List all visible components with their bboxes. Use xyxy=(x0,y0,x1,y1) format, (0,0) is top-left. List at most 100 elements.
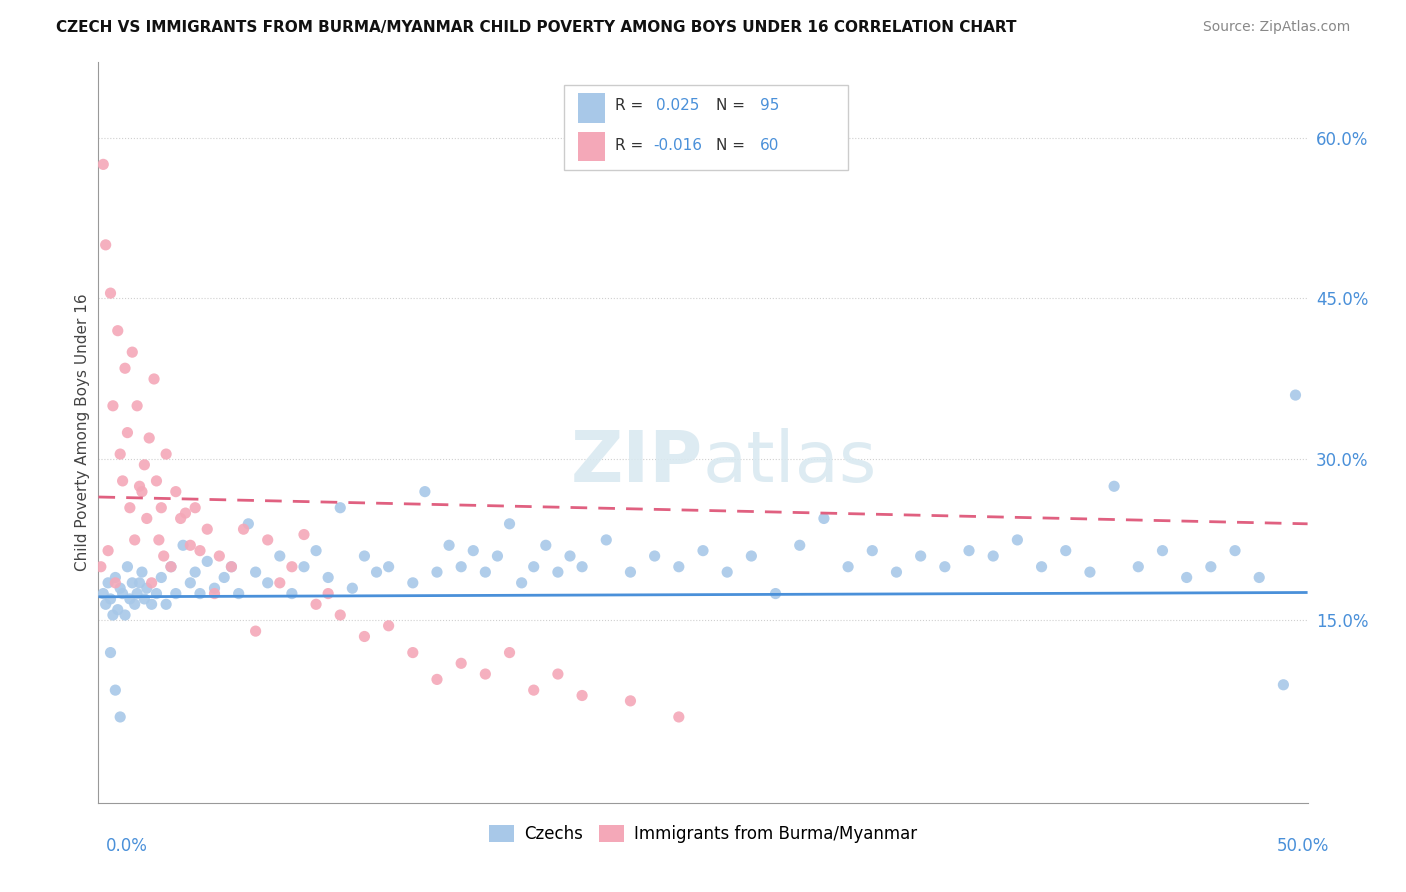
Point xyxy=(644,549,666,563)
Point xyxy=(150,570,173,584)
Point xyxy=(114,361,136,376)
Text: atlas: atlas xyxy=(703,428,877,497)
Point xyxy=(377,619,399,633)
Point xyxy=(256,533,278,547)
Point xyxy=(426,565,449,579)
Point xyxy=(104,575,127,590)
Point xyxy=(145,474,167,488)
Point xyxy=(1152,543,1174,558)
Point xyxy=(172,538,194,552)
Point xyxy=(107,602,129,616)
Point xyxy=(1102,479,1125,493)
Text: 0.025: 0.025 xyxy=(655,98,699,113)
Point xyxy=(316,586,339,600)
Point xyxy=(1054,543,1077,558)
Point xyxy=(165,484,187,499)
Point xyxy=(179,538,201,552)
Text: 60: 60 xyxy=(759,138,779,153)
Point xyxy=(668,710,690,724)
Text: R =: R = xyxy=(614,98,648,113)
Point xyxy=(789,538,811,552)
Point xyxy=(155,597,177,611)
Point xyxy=(316,570,339,584)
Point xyxy=(329,500,352,515)
Point xyxy=(232,522,254,536)
Point xyxy=(342,581,364,595)
Point xyxy=(221,559,243,574)
Point xyxy=(101,607,124,622)
Point xyxy=(145,586,167,600)
Text: R =: R = xyxy=(614,138,648,153)
Point xyxy=(97,543,120,558)
Point xyxy=(486,549,509,563)
Point xyxy=(91,586,114,600)
Point xyxy=(117,425,139,440)
Point xyxy=(212,570,235,584)
Point xyxy=(1284,388,1306,402)
Point xyxy=(179,575,201,590)
Point xyxy=(91,157,114,171)
Point xyxy=(135,581,157,595)
Bar xyxy=(578,132,605,161)
Point xyxy=(127,586,149,600)
Text: ZIP: ZIP xyxy=(571,428,703,497)
Point xyxy=(837,559,859,574)
Point xyxy=(692,543,714,558)
Point xyxy=(957,543,980,558)
Point xyxy=(107,324,129,338)
Point xyxy=(114,607,136,622)
Point xyxy=(143,372,166,386)
Point xyxy=(547,667,569,681)
Point xyxy=(101,399,124,413)
Point xyxy=(228,586,250,600)
Point xyxy=(188,543,211,558)
Point xyxy=(1078,565,1101,579)
Point xyxy=(292,559,315,574)
Point xyxy=(595,533,617,547)
Point xyxy=(141,575,163,590)
Point xyxy=(131,565,153,579)
Text: 50.0%: 50.0% xyxy=(1277,837,1329,855)
Point xyxy=(204,586,226,600)
Point xyxy=(269,549,291,563)
Point xyxy=(100,286,122,301)
Point xyxy=(195,554,218,568)
Point xyxy=(138,431,160,445)
Point xyxy=(155,447,177,461)
Point xyxy=(547,565,569,579)
Point xyxy=(204,581,226,595)
Point xyxy=(195,522,218,536)
Point xyxy=(377,559,399,574)
Point xyxy=(169,511,191,525)
Point xyxy=(184,500,207,515)
Text: -0.016: -0.016 xyxy=(654,138,703,153)
Text: N =: N = xyxy=(716,98,751,113)
Point xyxy=(450,657,472,671)
Point xyxy=(150,500,173,515)
Point xyxy=(571,559,593,574)
Point xyxy=(1249,570,1271,584)
Point xyxy=(523,559,546,574)
Point xyxy=(118,591,141,606)
Point xyxy=(94,237,117,252)
Point xyxy=(474,565,496,579)
Point xyxy=(188,586,211,600)
Point xyxy=(571,689,593,703)
Point xyxy=(269,575,291,590)
Point xyxy=(104,570,127,584)
Point xyxy=(305,543,328,558)
Point xyxy=(124,533,146,547)
Text: Source: ZipAtlas.com: Source: ZipAtlas.com xyxy=(1202,20,1350,34)
Point xyxy=(510,575,533,590)
Point xyxy=(118,500,141,515)
Point xyxy=(281,586,304,600)
Point xyxy=(152,549,174,563)
Point xyxy=(111,474,134,488)
Point xyxy=(981,549,1004,563)
Point xyxy=(141,597,163,611)
Point xyxy=(1272,678,1295,692)
Point xyxy=(934,559,956,574)
Point xyxy=(860,543,883,558)
Point xyxy=(100,646,122,660)
Point xyxy=(134,458,156,472)
